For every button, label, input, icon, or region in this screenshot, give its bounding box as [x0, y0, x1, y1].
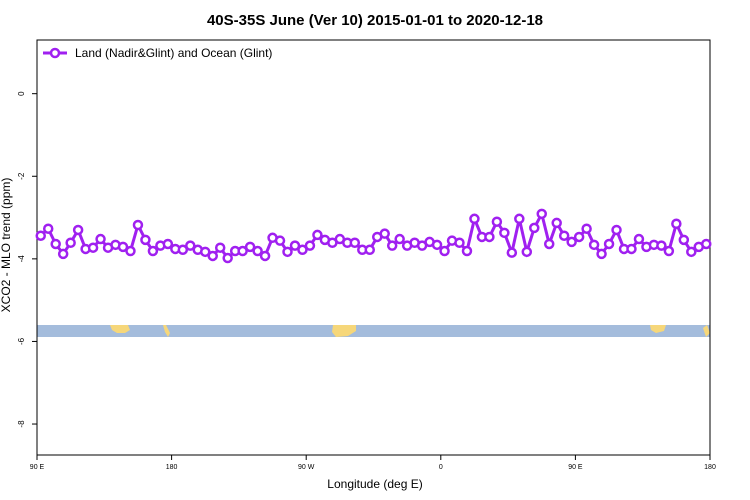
point	[177, 244, 189, 256]
legend-marker	[49, 47, 61, 59]
y-tick-label: -8	[17, 420, 26, 428]
point	[678, 234, 690, 246]
map-strip	[37, 325, 710, 337]
point	[147, 245, 159, 257]
point	[259, 250, 271, 262]
point	[65, 237, 76, 249]
y-tick-label: 0	[17, 91, 26, 96]
point	[50, 238, 61, 250]
point	[491, 216, 503, 227]
point	[72, 224, 84, 236]
point	[125, 245, 136, 257]
point	[87, 242, 99, 253]
y-tick-label: -2	[17, 172, 26, 180]
point	[596, 248, 607, 260]
point	[566, 236, 577, 248]
x-axis-label: Longitude (deg E)	[327, 477, 422, 491]
point	[581, 223, 592, 234]
point	[282, 246, 293, 258]
legend-label: Land (Nadir&Glint) and Ocean (Glint)	[75, 46, 272, 60]
point	[386, 240, 398, 251]
point	[244, 241, 256, 253]
point	[117, 241, 129, 253]
point	[200, 246, 211, 258]
x-tick-label: 180	[166, 464, 178, 471]
point	[656, 240, 667, 251]
point	[207, 250, 218, 262]
point	[140, 234, 151, 246]
point	[349, 237, 361, 249]
point	[484, 231, 495, 243]
y-tick-label: -6	[17, 337, 26, 345]
point	[686, 246, 697, 258]
point	[663, 245, 675, 257]
x-tick-label: 90 W	[298, 464, 315, 471]
point	[701, 238, 712, 250]
chart-title: 40S-35S June (Ver 10) 2015-01-01 to 2020…	[207, 12, 543, 29]
point	[289, 240, 301, 251]
x-tick-label: 90 E	[568, 464, 583, 471]
point	[237, 245, 248, 257]
point	[394, 233, 405, 245]
point	[454, 237, 465, 249]
point	[214, 242, 226, 253]
point	[297, 244, 308, 256]
point	[132, 219, 144, 231]
point	[551, 217, 562, 229]
point	[162, 238, 174, 250]
point	[603, 238, 615, 250]
point	[274, 235, 286, 246]
point	[611, 224, 622, 236]
point	[252, 245, 263, 257]
point	[222, 252, 233, 264]
point	[671, 218, 682, 230]
point	[57, 248, 69, 260]
point	[521, 246, 533, 258]
point	[35, 230, 46, 241]
x-tick-label: 0	[439, 464, 443, 471]
point	[499, 227, 510, 239]
point	[431, 239, 443, 251]
point	[588, 239, 600, 251]
point	[95, 233, 106, 245]
point	[364, 244, 376, 256]
point	[461, 245, 473, 257]
point	[304, 240, 316, 251]
point	[312, 229, 323, 241]
point	[543, 238, 555, 250]
point	[573, 231, 585, 243]
point	[626, 243, 637, 255]
point	[529, 222, 540, 234]
y-axis-label: XCO2 - MLO trend (ppm)	[0, 178, 13, 313]
point	[558, 230, 570, 241]
point	[506, 247, 518, 258]
point	[379, 228, 390, 239]
point	[42, 223, 54, 234]
point	[439, 245, 450, 257]
x-tick-label: 180	[704, 464, 716, 471]
point	[536, 208, 547, 220]
point	[514, 213, 525, 225]
point	[185, 240, 196, 251]
point	[469, 213, 480, 225]
x-tick-label: 90 E	[30, 464, 45, 471]
y-tick-label: -4	[17, 255, 26, 263]
point	[633, 233, 645, 245]
